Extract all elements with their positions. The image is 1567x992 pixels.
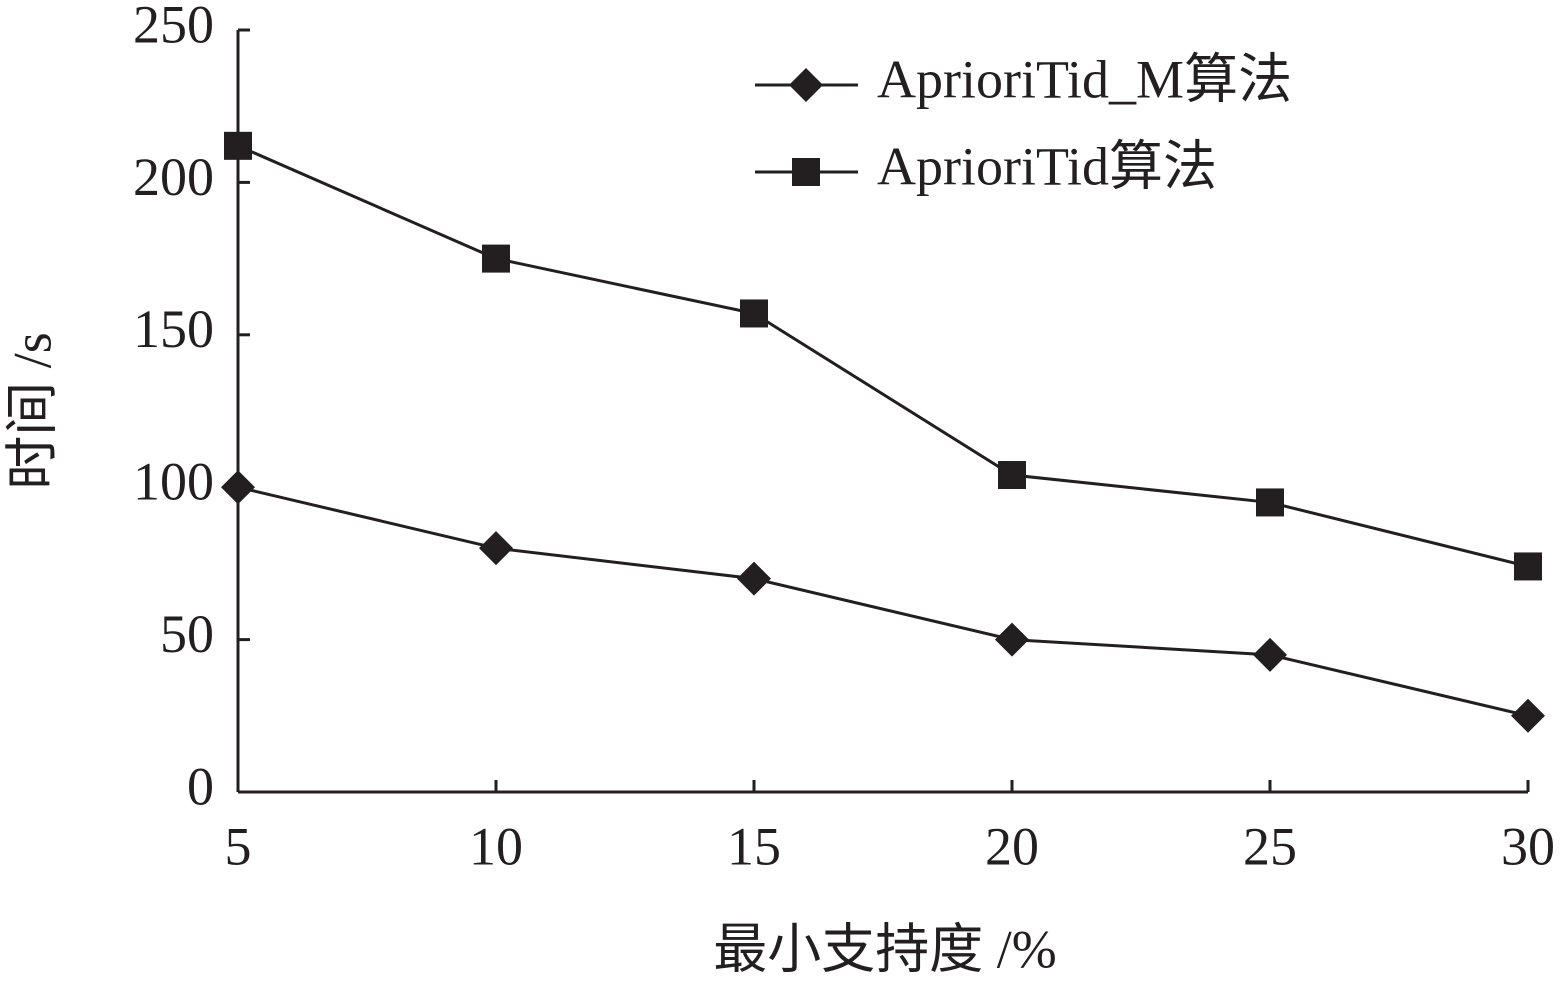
series-line [237,144,1529,568]
x-tick-label: 20 [985,816,1039,876]
marker-diamond [737,561,771,596]
x-tick-label: 10 [469,816,523,876]
x-tick-label: 15 [727,816,781,876]
y-tick-label: 200 [133,147,214,207]
marker-diamond [479,531,513,566]
marker-diamond [995,622,1029,657]
marker-diamond [221,470,255,505]
y-tick-label: 50 [160,604,214,664]
x-tick-label: 30 [1501,816,1555,876]
y-tick-label: 250 [133,0,214,54]
x-tick-label: 25 [1243,816,1297,876]
y-tick-label: 150 [133,299,214,359]
legend-marker [792,158,820,186]
x-axis-label: 最小支持度 /% [713,919,1057,979]
marker-diamond [1253,637,1287,672]
y-tick-label: 0 [187,756,214,816]
marker-square [482,244,510,273]
series-line [237,485,1529,718]
marker-square [998,461,1026,490]
y-tick-label: 100 [133,452,214,512]
marker-square [1514,552,1542,581]
legend-label: AprioriTid算法 [877,136,1217,196]
legend-marker [789,68,823,102]
marker-square [1256,488,1284,517]
marker-square [740,299,768,328]
y-axis-label: 时间 /s [2,332,62,490]
legend-label: AprioriTid_M算法 [877,49,1292,109]
marker-diamond [1511,698,1545,733]
marker-square [224,131,252,160]
x-tick-label: 5 [225,816,252,876]
